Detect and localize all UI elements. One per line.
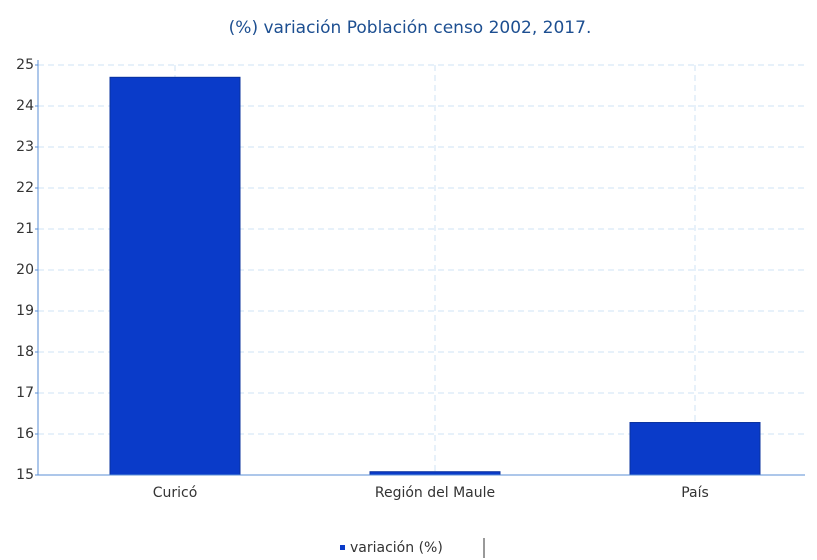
y-tick-label: 15 (16, 467, 34, 483)
y-tick-label: 18 (16, 344, 34, 360)
y-tick-label: 19 (16, 303, 34, 319)
bar (109, 76, 241, 476)
y-tick-label: 20 (16, 262, 34, 278)
y-tick-label: 24 (16, 98, 34, 114)
legend-swatch (340, 545, 345, 550)
y-tick-label: 23 (16, 139, 34, 155)
bar (629, 422, 761, 476)
chart-title: (%) variación Población censo 2002, 2017… (229, 18, 592, 38)
y-tick-label: 22 (16, 180, 34, 196)
y-tick-label: 16 (16, 426, 34, 442)
x-tick-label: Región del Maule (375, 485, 495, 501)
x-tick-label: Curicó (153, 485, 198, 501)
legend-label: variación (%) (350, 540, 443, 556)
x-tick-label: País (681, 485, 709, 501)
y-tick-label: 21 (16, 221, 34, 237)
y-tick-label: 17 (16, 385, 34, 401)
y-tick-label: 25 (16, 57, 34, 73)
